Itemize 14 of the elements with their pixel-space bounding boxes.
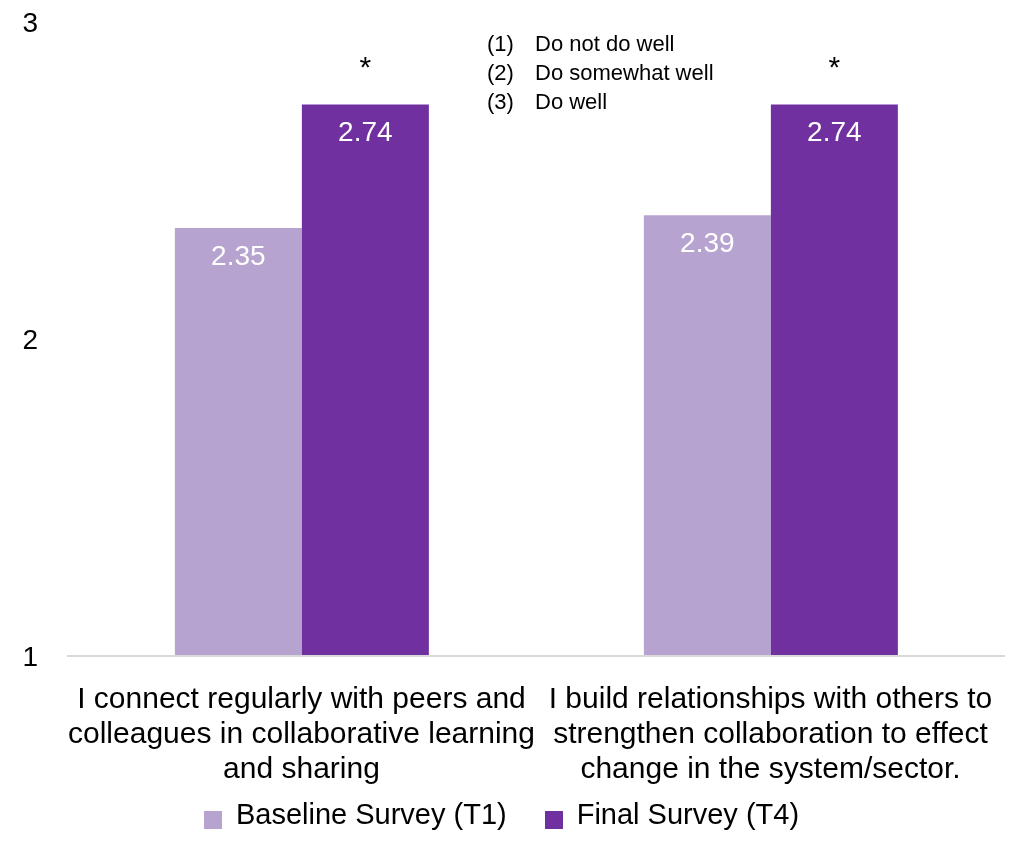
data-label: 2.39 bbox=[680, 227, 735, 259]
data-label: 2.74 bbox=[338, 116, 393, 148]
legend-label: Baseline Survey (T1) bbox=[235, 798, 507, 830]
annotation: * bbox=[828, 50, 841, 84]
y-tick-label: 1 bbox=[22, 640, 38, 672]
y-tick-label: 2 bbox=[22, 323, 38, 355]
y-tick-label: 3 bbox=[22, 6, 38, 38]
data-label: 2.35 bbox=[211, 239, 266, 271]
scale-key: (1) Do not do well (2) Do somewhat well (3) Do well bbox=[487, 29, 714, 116]
x-tick-label: I connect regularly with peers and colleagues in collaborative learning and sharing bbox=[68, 681, 535, 784]
annotation: * bbox=[359, 50, 372, 84]
x-tick-label: I build relationships with others to strengthen collaboration to effect change in the system/sector. bbox=[548, 681, 993, 784]
legend-label: Final Survey (T4) bbox=[576, 798, 800, 830]
data-label: 2.74 bbox=[807, 116, 862, 148]
